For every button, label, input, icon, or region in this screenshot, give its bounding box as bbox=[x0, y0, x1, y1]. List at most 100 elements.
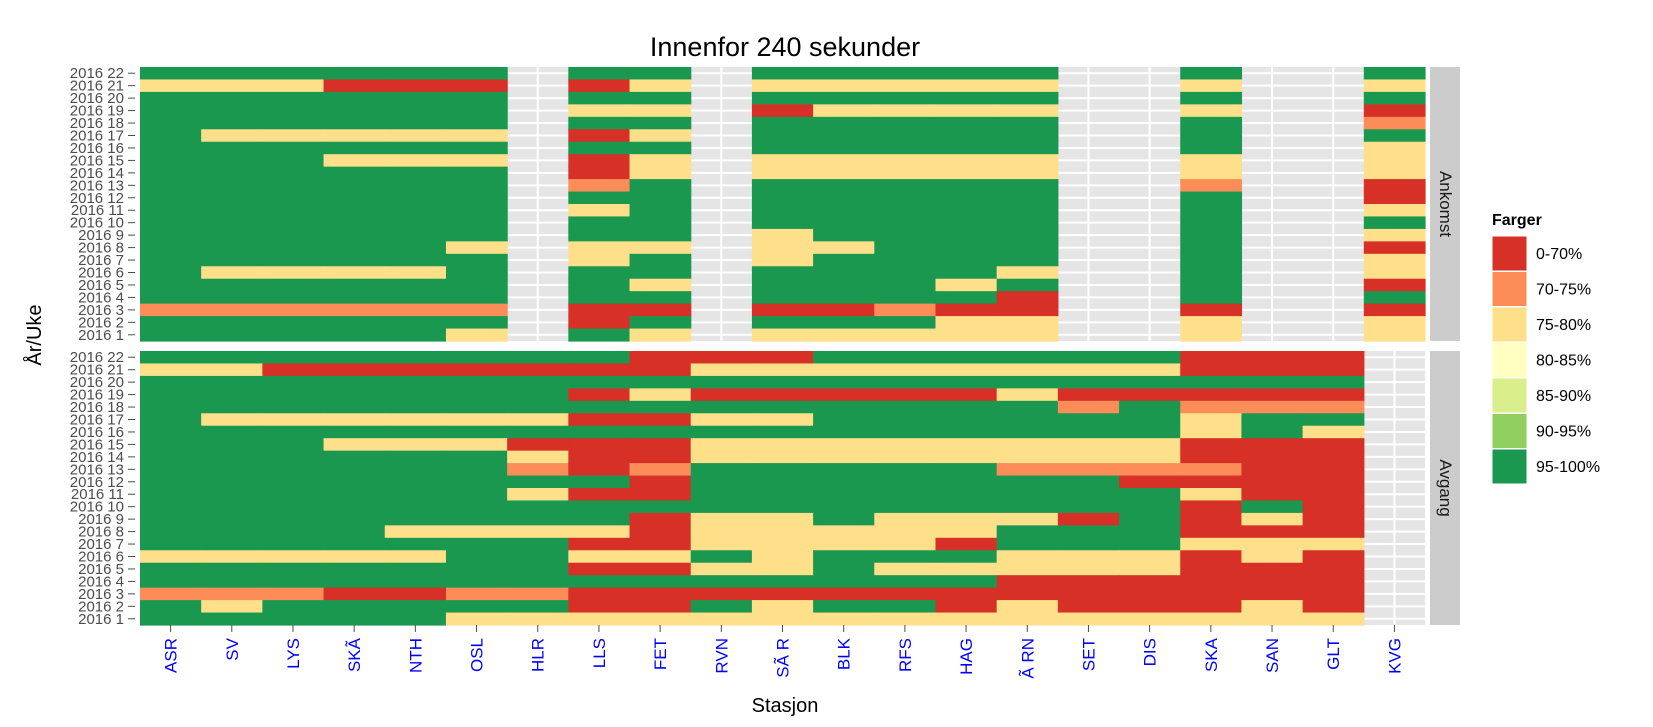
heatmap-cell bbox=[568, 154, 631, 168]
heatmap-cell bbox=[874, 351, 937, 365]
heatmap-cell bbox=[445, 316, 508, 330]
heatmap-cell bbox=[323, 79, 386, 93]
x-tick-label: NTH bbox=[406, 638, 425, 673]
heatmap-cell bbox=[262, 241, 325, 255]
heatmap-cell bbox=[1241, 475, 1304, 489]
heatmap-cell bbox=[1119, 388, 1181, 402]
heatmap-cell bbox=[384, 562, 447, 576]
heatmap-cell bbox=[507, 562, 569, 576]
heatmap-cell bbox=[1119, 400, 1181, 414]
heatmap-cell bbox=[874, 388, 937, 402]
heatmap-cell bbox=[201, 612, 263, 626]
heatmap-cell bbox=[323, 475, 386, 489]
y-tick-label: 2016 8 bbox=[78, 524, 124, 541]
heatmap-cell bbox=[935, 328, 998, 342]
y-tick-label: 2016 18 bbox=[70, 399, 124, 416]
heatmap-cell bbox=[1241, 512, 1304, 526]
heatmap-cell bbox=[323, 363, 386, 377]
heatmap-cell bbox=[445, 328, 508, 342]
heatmap-cell bbox=[568, 550, 631, 564]
heatmap-cell bbox=[629, 612, 692, 626]
heatmap-cell bbox=[996, 600, 1059, 614]
heatmap-cell bbox=[1302, 512, 1365, 526]
heatmap-cell bbox=[1302, 488, 1365, 502]
heatmap-cell bbox=[201, 475, 263, 489]
heatmap-cell bbox=[751, 228, 814, 242]
heatmap-cell bbox=[629, 537, 692, 551]
heatmap-cell bbox=[1180, 266, 1243, 280]
heatmap-cell bbox=[262, 266, 325, 280]
heatmap-cell bbox=[874, 450, 937, 464]
heatmap-cell bbox=[690, 512, 753, 526]
heatmap-cell bbox=[568, 375, 631, 389]
heatmap-cell bbox=[262, 425, 325, 439]
heatmap-cell bbox=[1241, 425, 1304, 439]
heatmap-cell bbox=[751, 91, 814, 105]
heatmap-cell bbox=[1363, 154, 1426, 168]
heatmap-cell bbox=[201, 512, 263, 526]
heatmap-cell bbox=[1057, 438, 1120, 452]
heatmap-cell bbox=[874, 328, 937, 342]
heatmap-cell bbox=[262, 525, 325, 539]
heatmap-cell bbox=[874, 612, 937, 626]
x-tick-label: SÃ R bbox=[774, 638, 793, 678]
heatmap-cell bbox=[384, 525, 447, 539]
heatmap-cell bbox=[384, 375, 447, 389]
heatmap-cell bbox=[935, 500, 998, 514]
heatmap-cell bbox=[568, 303, 631, 317]
heatmap-cell bbox=[751, 413, 814, 427]
heatmap-cell bbox=[629, 351, 692, 365]
legend-label: 95-100% bbox=[1536, 459, 1600, 476]
heatmap-cell bbox=[996, 450, 1059, 464]
heatmap-cell bbox=[201, 291, 263, 305]
heatmap-cell bbox=[323, 600, 386, 614]
heatmap-cell bbox=[1057, 537, 1120, 551]
heatmap-cell bbox=[751, 154, 814, 168]
y-tick-label: 2016 1 bbox=[78, 327, 124, 344]
heatmap-cell bbox=[445, 191, 508, 205]
heatmap-cell bbox=[384, 204, 447, 218]
heatmap-cell bbox=[935, 141, 998, 155]
heatmap-cell bbox=[201, 425, 263, 439]
heatmap-cell bbox=[751, 191, 814, 205]
y-tick-label: 2016 7 bbox=[78, 252, 124, 269]
heatmap-cell bbox=[1057, 562, 1120, 576]
color-legend: Farger 0-70% 70-75% 75-80% 80-85% 85-90% 90-9… bbox=[1491, 212, 1600, 485]
y-tick-label: 2016 22 bbox=[70, 349, 124, 366]
heatmap-cell bbox=[1363, 166, 1426, 180]
heatmap-cell bbox=[874, 562, 937, 576]
heatmap-cell bbox=[1119, 363, 1181, 377]
heatmap-cell bbox=[1180, 303, 1243, 317]
y-tick-label: 2016 12 bbox=[70, 190, 124, 207]
heatmap-cell bbox=[813, 612, 875, 626]
heatmap-cell bbox=[201, 525, 263, 539]
heatmap-cell bbox=[1180, 388, 1243, 402]
heatmap-cell bbox=[690, 537, 753, 551]
heatmap-cell bbox=[935, 79, 998, 93]
heatmap-cell bbox=[445, 537, 508, 551]
heatmap-cell bbox=[140, 179, 202, 193]
heatmap-cell bbox=[629, 91, 692, 105]
heatmap-cell bbox=[996, 191, 1059, 205]
heatmap-cell bbox=[813, 375, 875, 389]
heatmap-cell bbox=[1057, 500, 1120, 514]
heatmap-cell bbox=[323, 450, 386, 464]
heatmap-cell bbox=[996, 241, 1059, 255]
heatmap-cell bbox=[201, 328, 263, 342]
heatmap-cell bbox=[568, 475, 631, 489]
y-tick-label: 2016 15 bbox=[70, 436, 124, 453]
heatmap-cell bbox=[813, 400, 875, 414]
heatmap-cell bbox=[874, 363, 937, 377]
heatmap-cell bbox=[874, 204, 937, 218]
y-axis-label: År/Uke bbox=[23, 304, 46, 365]
heatmap-cell bbox=[874, 253, 937, 267]
heatmap-cell bbox=[751, 450, 814, 464]
heatmap-cell bbox=[323, 375, 386, 389]
heatmap-cell bbox=[323, 278, 386, 292]
heatmap-cell bbox=[323, 328, 386, 342]
heatmap-cell bbox=[262, 413, 325, 427]
heatmap-cell bbox=[568, 363, 631, 377]
legend-label: 90-95% bbox=[1536, 424, 1591, 441]
heatmap-cell bbox=[874, 525, 937, 539]
